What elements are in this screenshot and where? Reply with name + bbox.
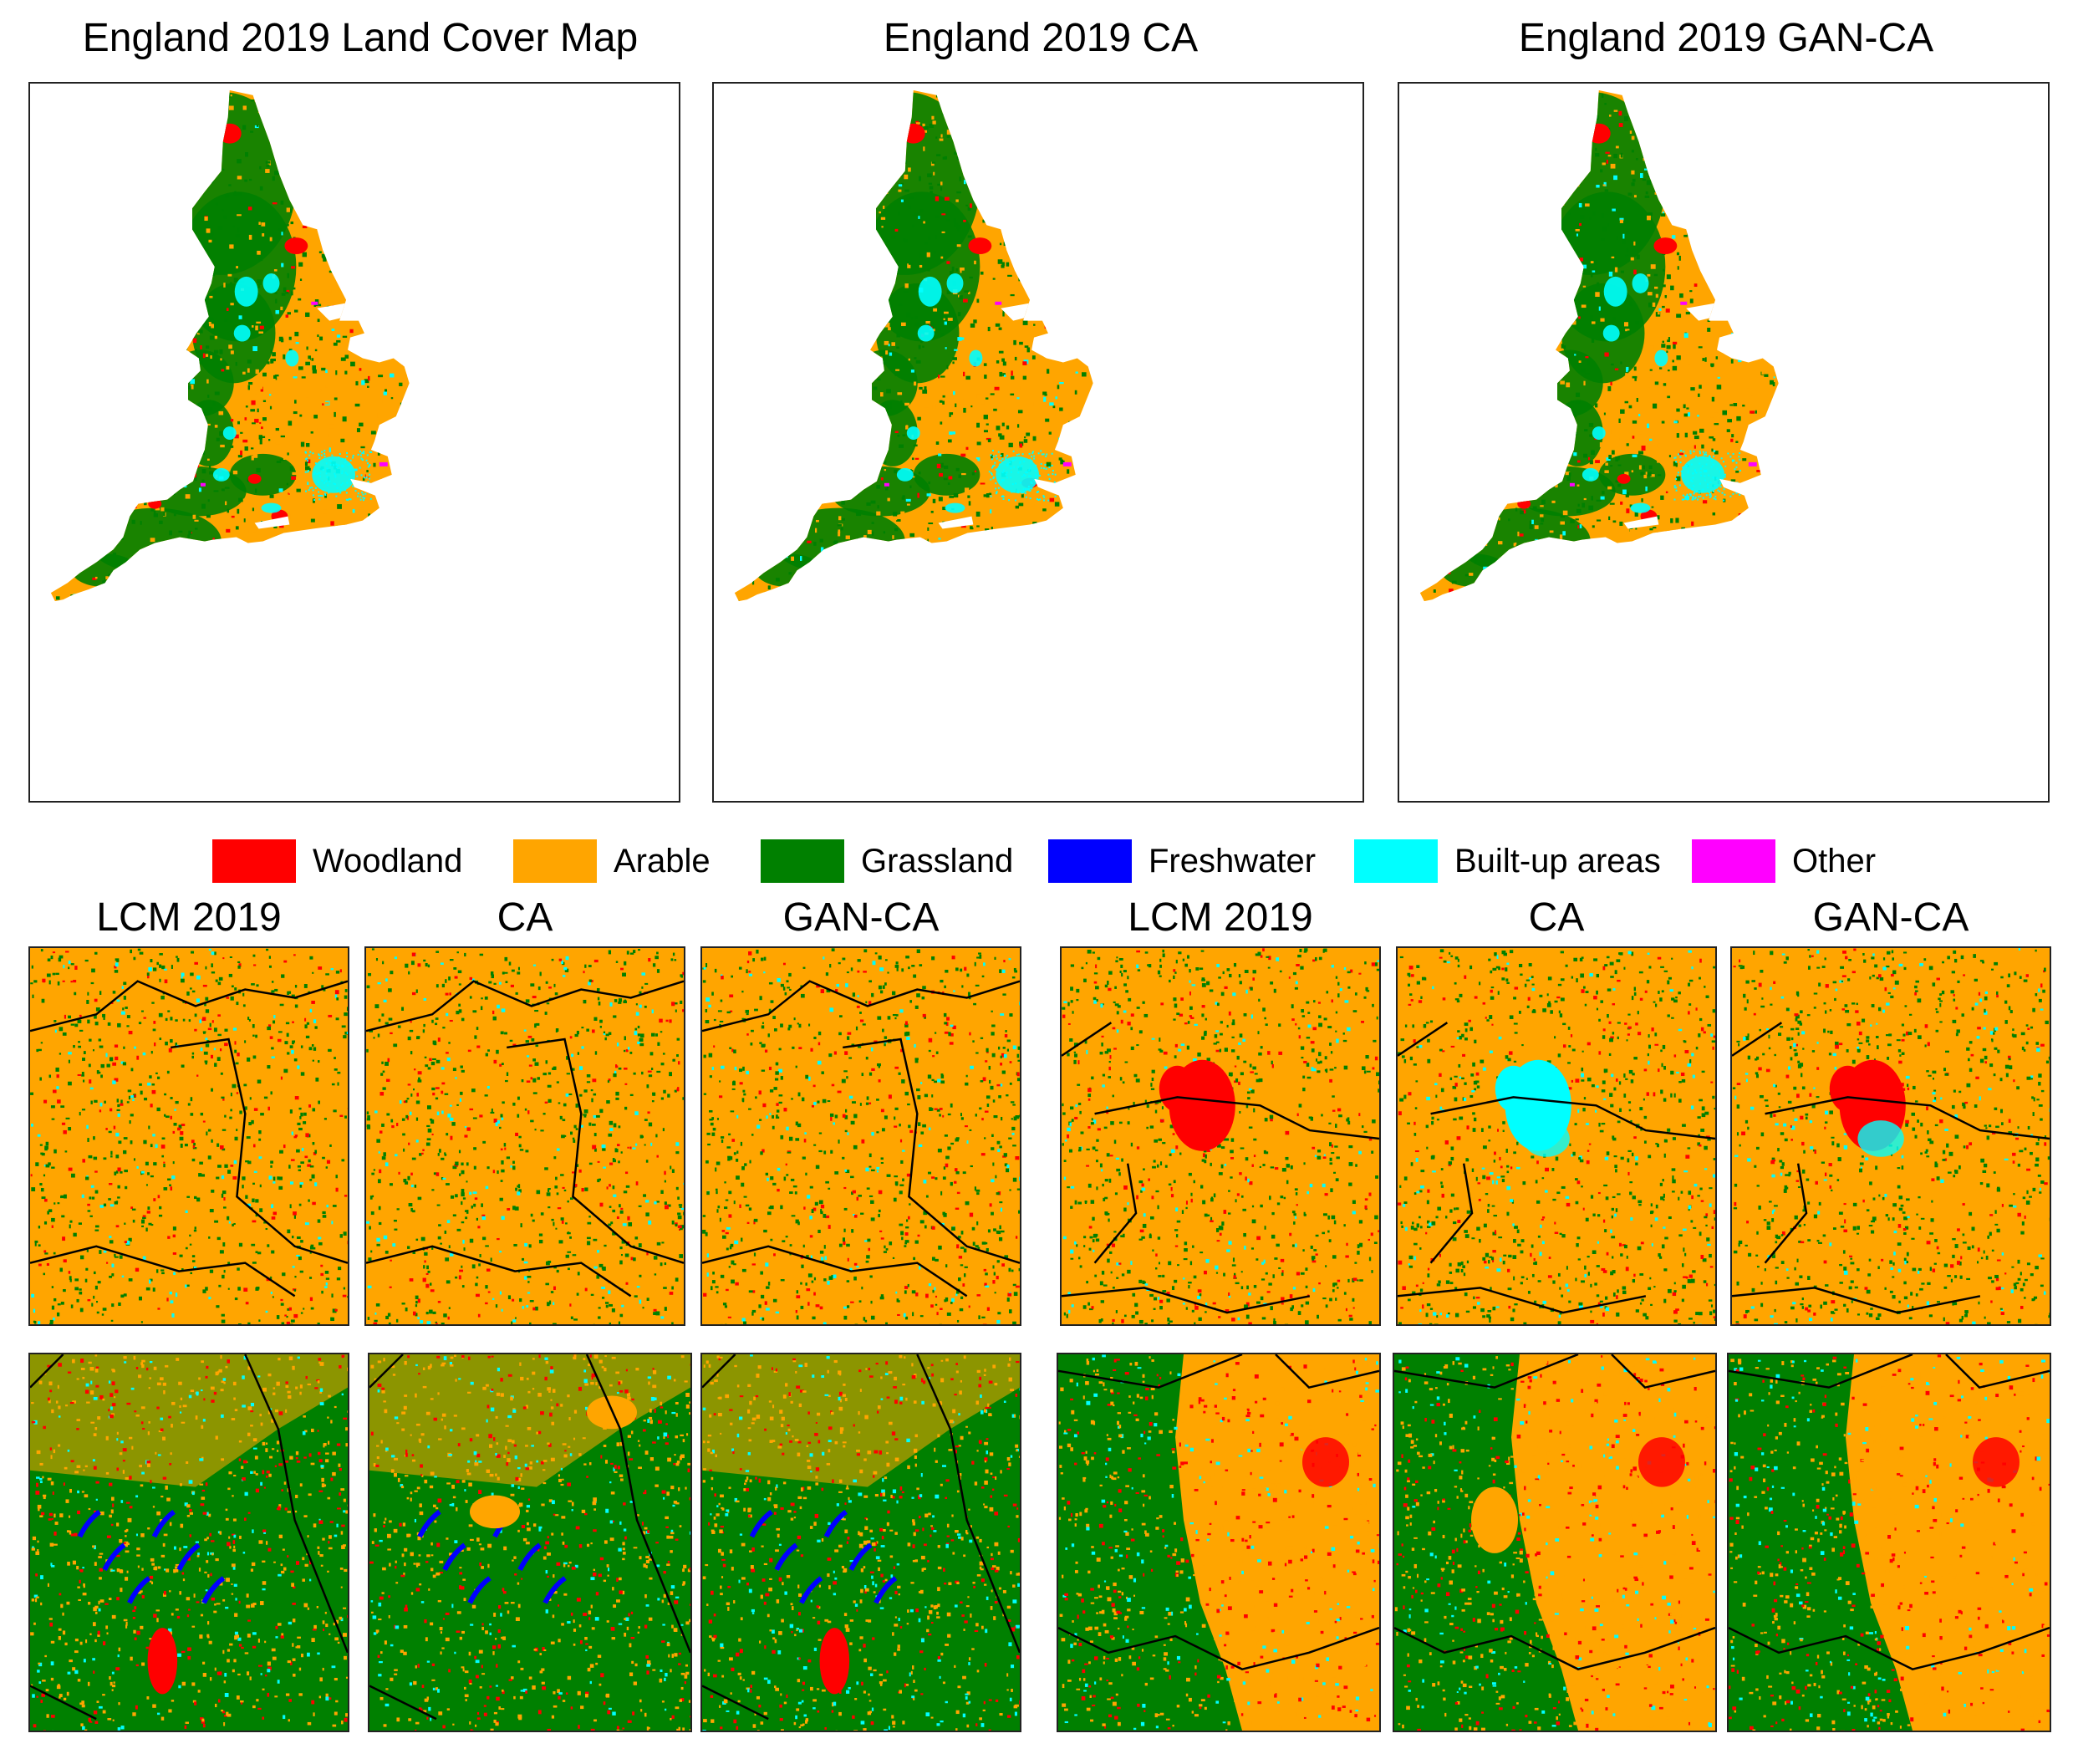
england-map-gan: [1398, 82, 2050, 803]
legend-swatch-grassland: [761, 839, 844, 883]
legend-item-arable: Arable: [513, 836, 711, 886]
subtitle-right-gan: GAN-CA: [1812, 895, 1969, 940]
zoom-a-gan: [700, 946, 1021, 1326]
england-map-ca: [712, 82, 1364, 803]
legend-label-builtup: Built-up areas: [1454, 842, 1661, 879]
legend-swatch-other: [1692, 839, 1775, 883]
zoom-c-ca: [368, 1353, 692, 1732]
map-title-lcm: England 2019 Land Cover Map: [82, 16, 639, 60]
legend-swatch-builtup: [1354, 839, 1438, 883]
england-map-lcm: [28, 82, 680, 803]
zoom-a-ca: [364, 946, 685, 1326]
legend-label-freshwater: Freshwater: [1149, 842, 1317, 879]
zoom-b-ca: [1396, 946, 1717, 1326]
zoom-d-gan: [1727, 1353, 2051, 1732]
legend-item-freshwater: Freshwater: [1048, 836, 1316, 886]
land-cover-legend: Woodland Arable Grassland Freshwater Bui…: [0, 836, 2073, 886]
zoom-b-gan: [1730, 946, 2051, 1326]
subtitle-left-ca: CA: [497, 895, 553, 940]
zoom-b-lcm: [1060, 946, 1381, 1326]
legend-item-grassland: Grassland: [761, 836, 1013, 886]
legend-item-other: Other: [1692, 836, 1876, 886]
legend-swatch-freshwater: [1048, 839, 1132, 883]
legend-swatch-woodland: [212, 839, 296, 883]
legend-label-woodland: Woodland: [313, 842, 463, 879]
subtitle-right-ca: CA: [1528, 895, 1585, 940]
map-title-ca: England 2019 CA: [883, 16, 1199, 60]
zoom-a-lcm: [28, 946, 349, 1326]
legend-label-other: Other: [1792, 842, 1877, 879]
subtitle-right-lcm: LCM 2019: [1128, 895, 1313, 940]
zoom-d-ca: [1393, 1353, 1717, 1732]
subtitle-left-gan: GAN-CA: [782, 895, 940, 940]
legend-label-grassland: Grassland: [861, 842, 1014, 879]
zoom-c-lcm: [28, 1353, 349, 1732]
legend-item-builtup: Built-up areas: [1354, 836, 1661, 886]
map-title-gan: England 2019 GAN-CA: [1518, 16, 1934, 60]
subtitle-left-lcm: LCM 2019: [96, 895, 282, 940]
zoom-c-gan: [700, 1353, 1021, 1732]
zoom-d-lcm: [1057, 1353, 1381, 1732]
legend-swatch-arable: [513, 839, 597, 883]
legend-item-woodland: Woodland: [212, 836, 462, 886]
legend-label-arable: Arable: [614, 842, 711, 879]
